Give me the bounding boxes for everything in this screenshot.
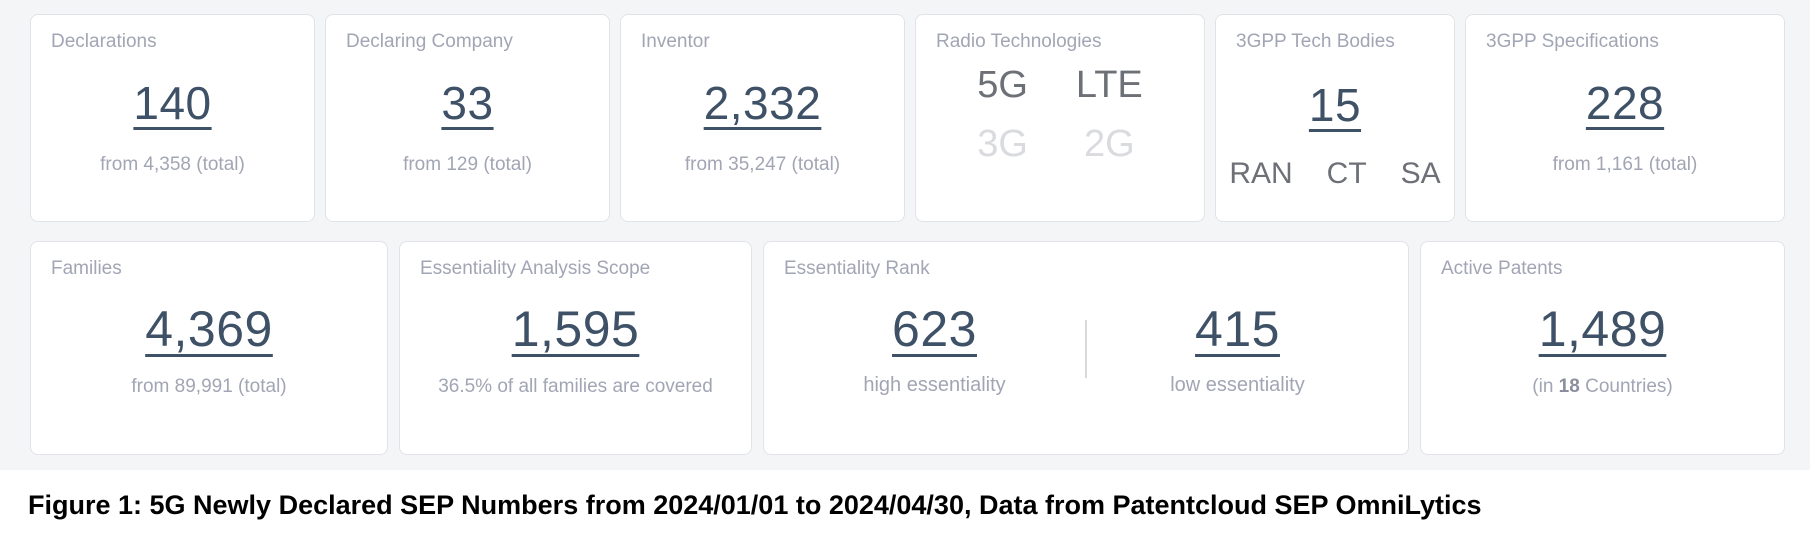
card-essentiality-analysis-scope: Essentiality Analysis Scope 1,595 36.5% … [399, 241, 752, 455]
tech-3g-toggle[interactable]: 3G [977, 123, 1028, 165]
low-essentiality-group: 415 low essentiality [1087, 300, 1388, 397]
card-title: Declarations [51, 31, 157, 52]
card-inventor: Inventor 2,332 from 35,247 (total) [620, 14, 905, 222]
stats-row-1: Declarations 140 from 4,358 (total) Decl… [30, 14, 1785, 222]
tech-body-sa[interactable]: SA [1400, 157, 1441, 190]
vertical-divider [1085, 319, 1087, 378]
country-count: 18 [1558, 376, 1580, 397]
card-subtext: from 4,358 (total) [100, 154, 245, 175]
card-title: Active Patents [1441, 258, 1563, 279]
card-essentiality-rank: Essentiality Rank 623 high essentiality … [763, 241, 1409, 455]
tech-body-ct[interactable]: CT [1326, 157, 1367, 190]
card-title: 3GPP Tech Bodies [1236, 31, 1395, 52]
card-declaring-company: Declaring Company 33 from 129 (total) [325, 14, 610, 222]
card-families: Families 4,369 from 89,991 (total) [30, 241, 388, 455]
low-essentiality-label: low essentiality [1170, 374, 1305, 396]
families-count-link[interactable]: 4,369 [145, 301, 273, 357]
inventor-count-link[interactable]: 2,332 [703, 76, 822, 129]
essentiality-scope-count-link[interactable]: 1,595 [511, 301, 640, 357]
high-essentiality-group: 623 high essentiality [784, 300, 1085, 397]
card-title: Inventor [641, 31, 710, 52]
specifications-count-link[interactable]: 228 [1585, 76, 1665, 129]
declaring-company-count-link[interactable]: 33 [441, 76, 494, 129]
high-essentiality-label: high essentiality [863, 374, 1006, 396]
card-title: Essentiality Rank [784, 258, 930, 279]
card-subtext: from 129 (total) [403, 154, 532, 175]
card-title: Radio Technologies [936, 31, 1102, 52]
stats-cards-container: Declarations 140 from 4,358 (total) Decl… [30, 14, 1785, 455]
stats-row-2: Families 4,369 from 89,991 (total) Essen… [30, 241, 1785, 455]
card-subtext: from 89,991 (total) [131, 376, 287, 397]
card-radio-technologies: Radio Technologies 5G LTE 3G 2G [915, 14, 1205, 222]
low-essentiality-count-link[interactable]: 415 [1195, 301, 1280, 357]
radio-tech-grid: 5G LTE 3G 2G [977, 64, 1143, 166]
tech-lte-toggle[interactable]: LTE [1075, 64, 1143, 106]
card-title: Declaring Company [346, 31, 513, 52]
card-subtext: from 1,161 (total) [1552, 154, 1698, 175]
figure-caption: Figure 1: 5G Newly Declared SEP Numbers … [28, 490, 1482, 520]
card-subtext-empty [936, 177, 1184, 221]
card-subtext: from 35,247 (total) [684, 154, 841, 175]
tech-5g-toggle[interactable]: 5G [977, 64, 1028, 106]
card-subtext: (in 18 Countries) [1532, 376, 1673, 397]
high-essentiality-count-link[interactable]: 623 [892, 301, 977, 357]
card-title: Families [51, 258, 122, 279]
card-subtext: 36.5% of all families are covered [438, 376, 713, 397]
tech-bodies-count-link[interactable]: 15 [1308, 79, 1362, 131]
tech-body-ran[interactable]: RAN [1229, 157, 1293, 190]
tech-2g-toggle[interactable]: 2G [1083, 123, 1135, 165]
card-declarations: Declarations 140 from 4,358 (total) [30, 14, 315, 222]
card-title: Essentiality Analysis Scope [420, 258, 651, 279]
active-patents-count-link[interactable]: 1,489 [1538, 301, 1667, 357]
card-3gpp-tech-bodies: 3GPP Tech Bodies 15 RAN CT SA [1215, 14, 1455, 222]
card-3gpp-specifications: 3GPP Specifications 228 from 1,161 (tota… [1465, 14, 1785, 222]
essentiality-rank-split: 623 high essentiality 415 low essentiali… [784, 300, 1388, 397]
card-active-patents: Active Patents 1,489 (in 18 Countries) [1420, 241, 1785, 455]
card-title: 3GPP Specifications [1486, 31, 1659, 52]
declarations-count-link[interactable]: 140 [133, 76, 212, 129]
tech-bodies-list: RAN CT SA [1229, 157, 1440, 221]
